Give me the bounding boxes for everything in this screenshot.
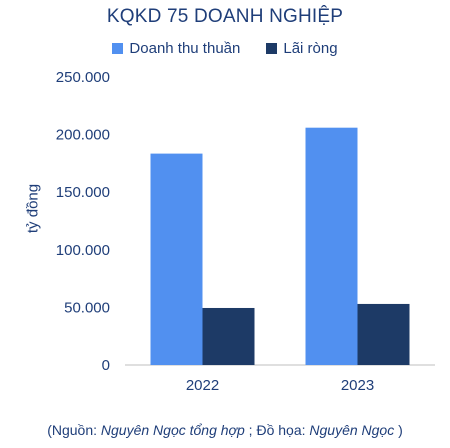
- y-tick-label: 200.000: [56, 127, 110, 144]
- y-tick-label: 150.000: [56, 184, 110, 201]
- y-tick-label: 100.000: [56, 242, 110, 259]
- y-tick-label: 250.000: [56, 69, 110, 86]
- y-tick-label: 50.000: [64, 299, 110, 316]
- legend: Doanh thu thuần Lãi ròng: [0, 40, 450, 57]
- source-prefix: (Nguồn:: [47, 422, 101, 438]
- x-tick-label: 2023: [341, 377, 374, 394]
- bar-net-profit: [357, 303, 410, 365]
- legend-label-revenue: Doanh thu thuần: [129, 40, 241, 57]
- source-note: (Nguồn: Nguyên Ngọc tổng hợp ; Đồ họa: N…: [0, 422, 450, 438]
- bar-revenue: [150, 153, 203, 365]
- source-suffix: ): [394, 422, 403, 438]
- bar-net-profit: [202, 307, 255, 365]
- legend-item-net-profit: Lãi ròng: [266, 40, 338, 57]
- legend-label-net-profit: Lãi ròng: [283, 40, 338, 57]
- source-middle: ; Đồ họa:: [244, 422, 310, 438]
- bar-revenue: [305, 127, 358, 365]
- x-tick-label: 2022: [186, 377, 219, 394]
- chart-title: KQKD 75 DOANH NGHIỆP: [106, 6, 344, 27]
- designer-name: Nguyên Ngọc: [309, 422, 395, 438]
- legend-swatch-net-profit: [266, 43, 278, 54]
- y-tick-label: 0: [102, 357, 110, 374]
- legend-item-revenue: Doanh thu thuần: [112, 40, 240, 57]
- source-name: Nguyên Ngọc tổng hợp: [100, 422, 245, 438]
- legend-swatch-revenue: [112, 43, 124, 54]
